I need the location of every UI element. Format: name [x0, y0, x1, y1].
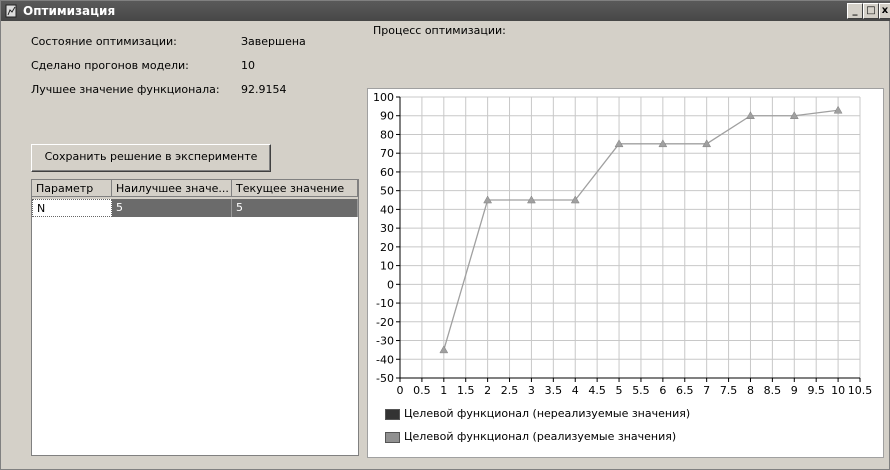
y-tick-label: 80 — [380, 128, 394, 141]
y-tick-label: 10 — [380, 260, 394, 273]
app-icon — [5, 4, 19, 18]
y-tick-label: 20 — [380, 241, 394, 254]
y-tick-label: -30 — [376, 335, 394, 348]
data-point-marker — [526, 195, 536, 204]
y-tick-label: 100 — [373, 91, 394, 104]
process-label: Процесс оптимизации: — [373, 24, 506, 37]
runs-value: 10 — [241, 59, 255, 72]
x-tick-label: 5 — [616, 384, 623, 397]
x-tick-label: 7.5 — [720, 384, 738, 397]
parameters-table: Параметр Наилучшее значе... Текущее знач… — [31, 179, 359, 456]
minimize-button[interactable]: _ — [847, 3, 863, 19]
x-tick-label: 4.5 — [588, 384, 606, 397]
maximize-button[interactable]: □ — [863, 3, 879, 19]
y-tick-label: -40 — [376, 353, 394, 366]
table-header: Параметр Наилучшее значе... Текущее знач… — [32, 180, 358, 199]
x-tick-label: 3.5 — [545, 384, 563, 397]
x-tick-label: 9 — [791, 384, 798, 397]
x-tick-label: 10 — [831, 384, 845, 397]
close-button[interactable]: x — [879, 3, 890, 19]
x-tick-label: 7 — [703, 384, 710, 397]
x-tick-label: 0 — [397, 384, 404, 397]
data-point-marker — [833, 105, 843, 114]
x-tick-label: 0.5 — [413, 384, 431, 397]
y-tick-label: 60 — [380, 166, 394, 179]
column-header-current[interactable]: Текущее значение — [232, 180, 358, 197]
x-tick-label: 6.5 — [676, 384, 694, 397]
x-tick-label: 4 — [572, 384, 579, 397]
y-tick-label: -10 — [376, 297, 394, 310]
series-line — [443, 109, 839, 351]
y-tick-label: -50 — [376, 372, 394, 385]
data-point-marker — [702, 139, 712, 148]
legend-label-unrealizable: Целевой функционал (нереализуемые значен… — [404, 407, 691, 420]
save-solution-button[interactable]: Сохранить решение в эксперименте — [31, 144, 271, 172]
data-point-marker — [614, 139, 624, 148]
x-tick-label: 6 — [659, 384, 666, 397]
y-tick-label: 50 — [380, 185, 394, 198]
column-header-parameter[interactable]: Параметр — [32, 180, 112, 197]
y-tick-label: 30 — [380, 222, 394, 235]
legend-label-realizable: Целевой функционал (реализуемые значения… — [404, 430, 677, 443]
x-tick-label: 10.5 — [848, 384, 873, 397]
data-point-marker — [746, 111, 755, 119]
x-tick-label: 9.5 — [807, 384, 825, 397]
best-value: 92.9154 — [241, 83, 287, 96]
data-point-marker — [658, 139, 668, 148]
cell-current-value[interactable]: 5 — [232, 199, 358, 217]
window-title: Оптимизация — [23, 4, 116, 18]
table-row[interactable]: N 5 5 — [32, 199, 358, 217]
chart-panel: -50 -40 -30 -20 -10 0 10 20 30 40 50 60 70 80 90 100 0 0.… — [367, 88, 884, 458]
runs-label: Сделано прогонов модели: — [31, 59, 189, 72]
x-tick-label: 8.5 — [764, 384, 782, 397]
status-label: Состояние оптимизации: — [31, 35, 177, 48]
best-value-label: Лучшее значение функционала: — [31, 83, 220, 96]
legend-swatch-unrealizable — [385, 409, 400, 420]
y-tick-label: 40 — [380, 203, 394, 216]
data-point-marker — [483, 195, 493, 204]
data-point-marker — [789, 111, 799, 119]
x-tick-label: 2 — [484, 384, 491, 397]
cell-best-value[interactable]: 5 — [112, 199, 232, 217]
cell-parameter-name[interactable]: N — [32, 199, 112, 217]
x-tick-label: 5.5 — [632, 384, 650, 397]
optimization-chart: -50 -40 -30 -20 -10 0 10 20 30 40 50 60 70 80 90 100 0 0.… — [373, 91, 873, 397]
x-tick-label: 8 — [747, 384, 754, 397]
y-tick-label: 0 — [387, 278, 394, 291]
x-tick-label: 2.5 — [501, 384, 519, 397]
title-bar[interactable]: Оптимизация _ □ x — [1, 1, 890, 21]
y-tick-label: -20 — [376, 316, 394, 329]
legend-swatch-realizable — [385, 432, 400, 443]
y-tick-label: 90 — [380, 110, 394, 123]
x-tick-label: 1.5 — [457, 384, 475, 397]
data-point-marker — [439, 345, 449, 354]
column-header-best[interactable]: Наилучшее значе... — [112, 180, 232, 197]
x-tick-label: 3 — [528, 384, 535, 397]
x-tick-label: 1 — [440, 384, 447, 397]
y-tick-label: 70 — [380, 147, 394, 160]
status-value: Завершена — [241, 35, 306, 48]
data-point-marker — [570, 195, 580, 204]
